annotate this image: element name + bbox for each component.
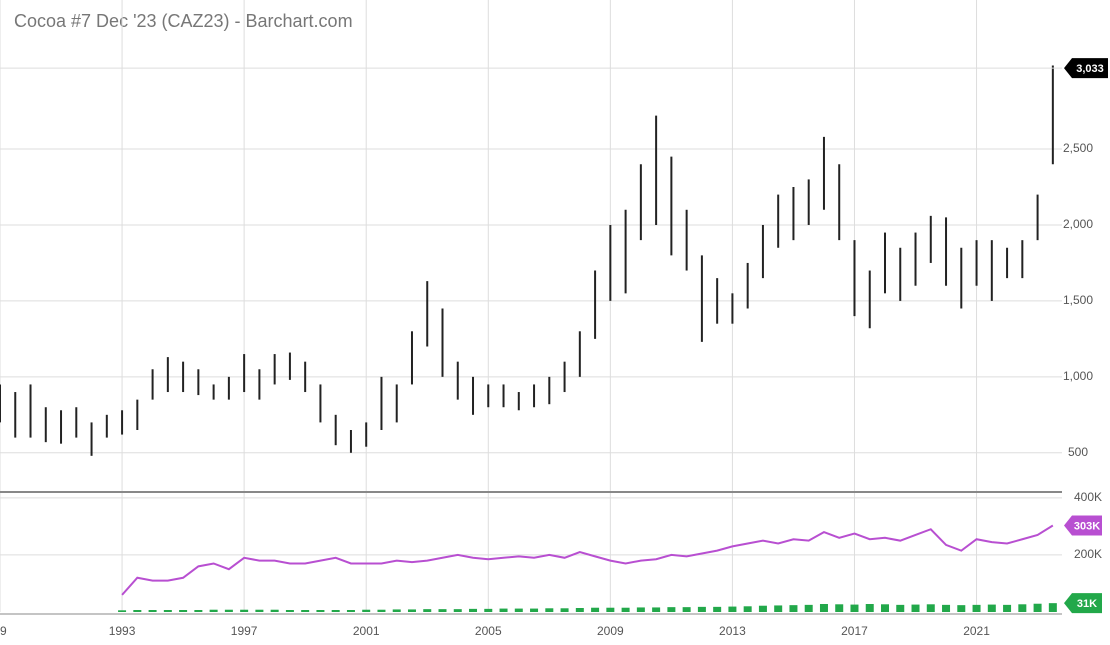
volume-bar [407, 609, 416, 612]
x-tick-label: 1993 [109, 624, 136, 638]
volume-bar [1018, 604, 1027, 612]
value-marker [1064, 515, 1102, 536]
x-tick-label: 2013 [719, 624, 746, 638]
volume-bar [285, 610, 294, 612]
volume-bar [163, 610, 172, 612]
volume-bar [545, 608, 554, 612]
volume-bar [499, 608, 508, 612]
x-tick-label: 89 [0, 624, 7, 638]
volume-bar [118, 610, 127, 612]
value-marker [1064, 593, 1102, 614]
volume-bar [957, 605, 966, 612]
x-tick-label: 2017 [841, 624, 868, 638]
volume-bar [1033, 603, 1042, 612]
volume-bar [362, 609, 371, 612]
volume-bar [1003, 604, 1012, 612]
volume-bar [606, 607, 615, 612]
volume-bar [850, 604, 859, 612]
y-tick-label: 1,000 [1063, 369, 1093, 383]
volume-bar [667, 607, 676, 612]
volume-bar [484, 608, 493, 612]
volume-bar [194, 610, 203, 612]
chart-title: Cocoa #7 Dec '23 (CAZ23) - Barchart.com [14, 11, 353, 31]
value-marker-label: 303K [1074, 520, 1100, 532]
volume-bar [743, 606, 752, 612]
volume-bar [835, 604, 844, 612]
volume-bar [652, 607, 661, 612]
volume-bar [301, 610, 310, 612]
volume-bar [911, 604, 920, 612]
volume-bar [728, 606, 737, 612]
volume-bar [377, 609, 386, 612]
volume-bar [972, 604, 981, 612]
volume-bar [316, 610, 325, 612]
volume-bar [697, 606, 706, 612]
value-marker [1064, 58, 1108, 79]
volume-bar [209, 609, 218, 612]
volume-bar [1048, 603, 1057, 612]
volume-bar [865, 604, 874, 612]
volume-bar [423, 609, 432, 612]
volume-bar [636, 607, 645, 612]
volume-bar [148, 610, 157, 612]
y-tick-label: 200K [1074, 547, 1102, 561]
volume-bar [804, 604, 813, 612]
open-interest-line [121, 524, 1054, 596]
volume-bar [987, 604, 996, 612]
volume-bar [469, 608, 478, 612]
volume-bar [896, 604, 905, 612]
y-tick-label: 1,500 [1063, 293, 1093, 307]
x-tick-label: 2001 [353, 624, 380, 638]
volume-bar [575, 608, 584, 612]
volume-bar [926, 604, 935, 612]
volume-bar [713, 606, 722, 612]
volume-bar [774, 605, 783, 612]
volume-bar [133, 610, 142, 612]
volume-bar [560, 608, 569, 612]
value-marker-label: 3,033 [1076, 63, 1104, 75]
volume-bar [819, 604, 828, 612]
volume-bar [942, 604, 951, 612]
volume-bar [240, 609, 249, 612]
x-tick-label: 2021 [963, 624, 990, 638]
volume-bar [179, 610, 188, 612]
volume-bar [789, 605, 798, 612]
volume-bar [621, 607, 630, 612]
volume-bar [881, 604, 889, 612]
volume-bar [255, 609, 264, 612]
y-tick-label: 2,500 [1063, 141, 1093, 155]
volume-bar [270, 609, 279, 612]
value-marker-label: 31K [1077, 598, 1097, 610]
volume-bar [438, 609, 447, 612]
volume-bar [224, 609, 233, 612]
volume-bar [530, 608, 539, 612]
y-tick-label: 400K [1074, 490, 1102, 504]
volume-bar [346, 610, 355, 612]
volume-bar [331, 610, 340, 612]
y-tick-label: 2,000 [1063, 217, 1093, 231]
x-tick-label: 2009 [597, 624, 624, 638]
volume-bar [392, 609, 401, 612]
y-tick-label: 500 [1068, 445, 1088, 459]
volume-bar [591, 607, 600, 612]
volume-bar [758, 605, 767, 612]
volume-bar [514, 608, 523, 612]
x-tick-label: 1997 [231, 624, 258, 638]
volume-bar [453, 609, 462, 612]
x-tick-label: 2005 [475, 624, 502, 638]
volume-bar [682, 607, 691, 612]
